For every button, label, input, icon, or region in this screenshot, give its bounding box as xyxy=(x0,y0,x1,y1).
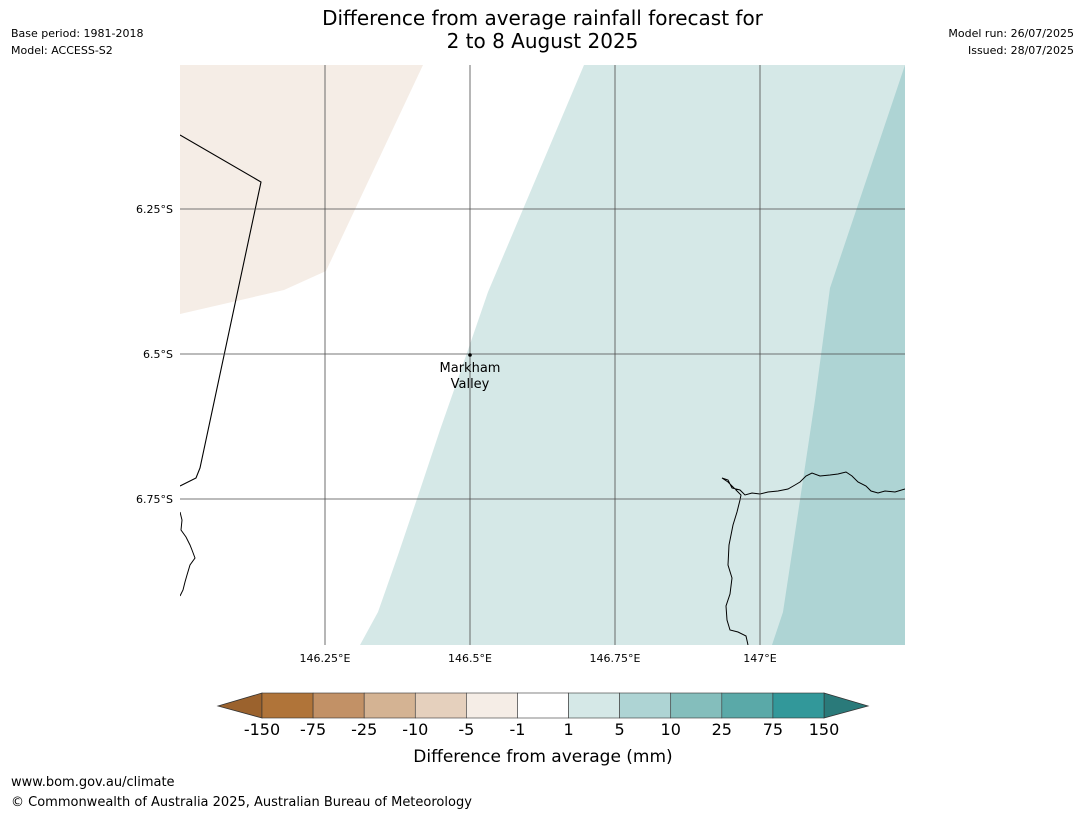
colorbar-title: Difference from average (mm) xyxy=(413,747,672,767)
lat-label: 6.5°S xyxy=(143,348,173,361)
colorbar-cell xyxy=(312,692,365,719)
meta-left: Base period: 1981-2018 Model: ACCESS-S2 xyxy=(11,25,143,59)
axis-labels: 6.25°S 6.5°S 6.75°S 146.25°E 146.5°E 146… xyxy=(136,203,777,665)
colorbar-cell xyxy=(517,692,569,719)
colorbar-tick-label: -1 xyxy=(509,720,525,739)
place-label-line-1: Markham xyxy=(440,361,501,376)
colorbar-cell xyxy=(261,692,314,719)
colorbar-tick-label: 5 xyxy=(615,720,625,739)
colorbar-tick-label: -75 xyxy=(300,720,326,739)
lon-label: 146.5°E xyxy=(448,652,492,665)
colorbar-tick-label: 1 xyxy=(563,720,573,739)
colorbar-cell xyxy=(772,692,825,719)
lon-label: 146.75°E xyxy=(590,652,641,665)
lon-label: 146.25°E xyxy=(300,652,351,665)
model-run-label: Model run: 26/07/2025 xyxy=(948,27,1074,40)
colorbar-tick-label: 75 xyxy=(763,720,783,739)
colorbar-cell xyxy=(363,692,416,719)
base-period-label: Base period: 1981-2018 xyxy=(11,27,144,40)
colorbar-cell xyxy=(619,692,672,719)
colorbar-tick-label: -5 xyxy=(458,720,474,739)
colorbar-tick-label: 25 xyxy=(712,720,732,739)
coastline-west xyxy=(180,511,196,597)
colorbar-cell xyxy=(414,692,467,719)
footer-url: www.bom.gov.au/climate xyxy=(11,775,175,790)
colorbar: -150 -75 -25 -10 -5 -1 1 5 10 25 75 150 Difference … xyxy=(216,692,870,767)
location-marker xyxy=(468,353,472,357)
colorbar-tick-label: -25 xyxy=(351,720,377,739)
colorbar-extend-low xyxy=(216,692,263,719)
footer-copyright: © Commonwealth of Australia 2025, Austra… xyxy=(11,795,472,810)
border-line xyxy=(180,134,262,487)
colorbar-tick-label: -10 xyxy=(402,720,428,739)
region-tan xyxy=(180,65,423,314)
colorbar-tick-label: 10 xyxy=(661,720,681,739)
lat-label: 6.25°S xyxy=(136,203,173,216)
map-area: Markham Valley xyxy=(180,65,905,645)
title-line-2: 2 to 8 August 2025 xyxy=(446,29,639,53)
coastline-gulf xyxy=(721,471,905,645)
chart-title: Difference from average rainfall forecas… xyxy=(0,7,1085,53)
colorbar-tick-label: -150 xyxy=(244,720,280,739)
colorbar-extend-high xyxy=(823,692,870,719)
title-line-1: Difference from average rainfall forecas… xyxy=(322,6,763,30)
model-label: Model: ACCESS-S2 xyxy=(11,44,113,57)
issued-label: Issued: 28/07/2025 xyxy=(967,44,1074,57)
region-teal xyxy=(772,65,905,645)
place-label-line-2: Valley xyxy=(451,377,490,392)
colorbar-cell xyxy=(721,692,774,719)
colorbar-cell xyxy=(568,692,620,719)
lon-label: 147°E xyxy=(743,652,776,665)
lat-label: 6.75°S xyxy=(136,493,173,506)
colorbar-cell xyxy=(466,692,518,719)
colorbar-cell xyxy=(670,692,723,719)
meta-right: Model run: 26/07/2025 Issued: 28/07/2025 xyxy=(948,25,1074,59)
region-light-teal xyxy=(360,65,905,645)
colorbar-tick-label: 150 xyxy=(809,720,840,739)
